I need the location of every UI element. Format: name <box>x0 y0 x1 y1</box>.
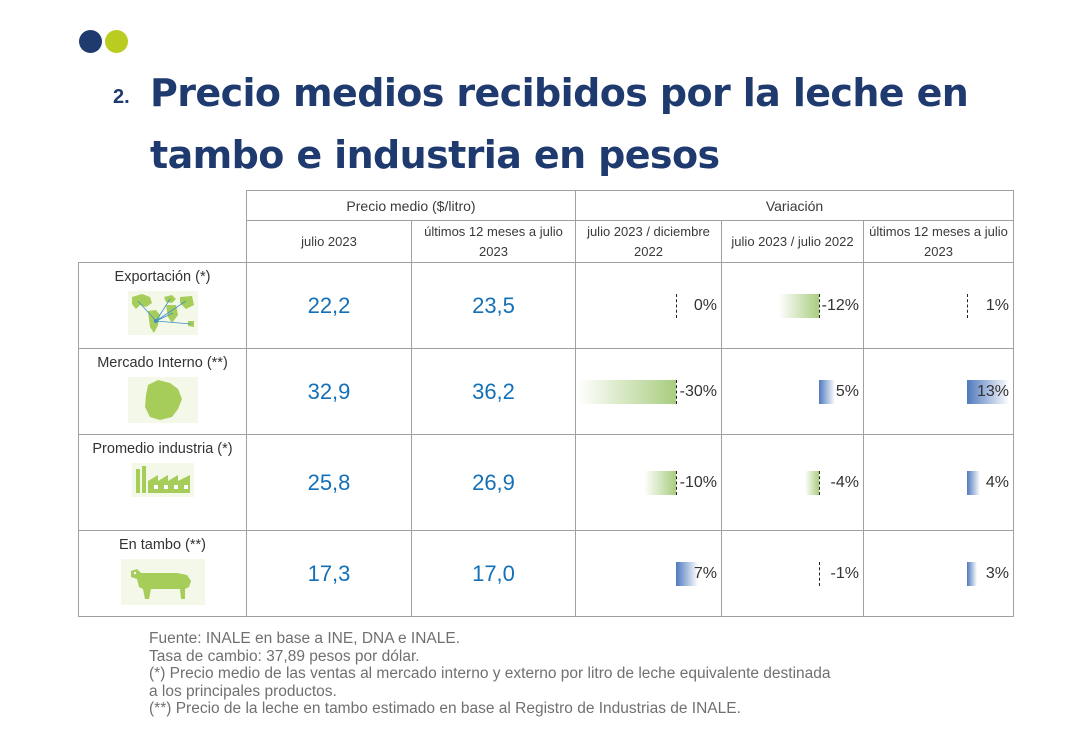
variation-bar-negative <box>779 293 819 318</box>
corner-cell <box>78 190 247 263</box>
price-july-cell: 32,9 <box>246 348 412 435</box>
page-title: Precio medios recibidos por la leche en … <box>150 71 969 177</box>
group-header-price: Precio medio ($/litro) <box>246 190 576 221</box>
variation-cell: -4% <box>721 434 864 531</box>
zero-axis <box>676 470 677 495</box>
zero-axis <box>676 293 677 318</box>
variation-value: 7% <box>693 564 717 582</box>
footnote-line: (**) Precio de la leche en tambo estimad… <box>149 700 741 717</box>
variation-value: -30% <box>679 382 717 400</box>
row-label-cell: Exportación (*) <box>78 262 247 349</box>
price-july-cell: 22,2 <box>246 262 412 349</box>
variation-value: 13% <box>976 382 1010 400</box>
column-header: últimos 12 meses a julio 2023 <box>411 220 576 263</box>
price-12m-cell: 17,0 <box>411 530 576 617</box>
zero-axis <box>819 470 820 495</box>
variation-cell: 1% <box>862 262 1015 349</box>
footnotes: Fuente: INALE en base a INE, DNA e INALE… <box>149 630 969 718</box>
variation-bar-positive <box>819 379 835 404</box>
column-header: julio 2023 / julio 2022 <box>721 220 864 263</box>
price-12m-cell: 36,2 <box>411 348 576 435</box>
row-label-cell: En tambo (**) <box>78 530 247 617</box>
variation-cell: 4% <box>862 434 1015 531</box>
variation-cell: -30% <box>575 348 722 435</box>
variation-value: 5% <box>835 382 859 400</box>
variation-cell: 7% <box>575 530 722 617</box>
column-header: julio 2023 / diciembre 2022 <box>575 220 722 263</box>
variation-cell: 0% <box>575 262 722 349</box>
footnote-line: Fuente: INALE en base a INE, DNA e INALE… <box>149 630 461 647</box>
variation-value: -4% <box>830 473 859 491</box>
variation-value: -10% <box>679 473 717 491</box>
variation-bar-positive <box>967 561 977 586</box>
column-header: últimos 12 meses a julio 2023 <box>862 220 1015 263</box>
variation-value: -12% <box>821 296 859 314</box>
lime-dot <box>105 30 128 53</box>
section-number: 2. <box>113 86 130 108</box>
variation-cell: 3% <box>862 530 1015 617</box>
price-12m-cell: 23,5 <box>411 262 576 349</box>
variation-value: 0% <box>693 296 717 314</box>
world-map-icon <box>127 291 198 335</box>
factory-icon <box>131 463 194 497</box>
variation-cell: -12% <box>721 262 864 349</box>
row-label-cell: Promedio industria (*) <box>78 434 247 531</box>
variation-cell: -10% <box>575 434 722 531</box>
navy-dot <box>79 30 102 53</box>
variation-value: 1% <box>985 296 1010 314</box>
variation-cell: 13% <box>862 348 1015 435</box>
footnote-line: a los principales productos. <box>149 682 337 700</box>
zero-axis <box>967 293 968 318</box>
footnote-line: Tasa de cambio: 37,89 pesos por dólar. <box>149 647 420 665</box>
footnote-line: (*) Precio medio de las ventas al mercad… <box>149 665 831 682</box>
variation-value: 4% <box>985 473 1010 491</box>
variation-bar-negative <box>578 379 676 404</box>
price-12m-cell: 26,9 <box>411 434 576 531</box>
variation-cell: -1% <box>721 530 864 617</box>
variation-bar-negative <box>644 470 676 495</box>
variation-bar-positive <box>967 379 1009 404</box>
variation-value: 3% <box>985 564 1010 582</box>
table-row: En tambo (**) 17,3 17,0 7% -1% 3% <box>78 530 1015 617</box>
table-row: Promedio industria (*) 25,8 26,9 -10% <box>78 434 1015 531</box>
decorative-dots <box>79 30 128 53</box>
zero-axis <box>819 293 820 318</box>
variation-bar-negative <box>805 470 819 495</box>
price-july-cell: 25,8 <box>246 434 412 531</box>
zero-axis <box>819 561 820 586</box>
variation-bar-positive <box>676 561 698 586</box>
row-label: Exportación (*) <box>114 269 211 285</box>
variation-cell: 5% <box>721 348 864 435</box>
variation-bar-positive <box>967 470 980 495</box>
cow-icon <box>120 559 205 605</box>
price-july-cell: 17,3 <box>246 530 412 617</box>
column-header: julio 2023 <box>246 220 412 263</box>
uruguay-map-icon <box>127 377 198 423</box>
row-label: En tambo (**) <box>118 537 207 553</box>
row-label: Promedio industria (*) <box>92 441 233 457</box>
row-label-cell: Mercado Interno (**) <box>78 348 247 435</box>
group-header-variation: Variación <box>574 190 1015 221</box>
price-table: Precio medio ($/litro) Variación julio 2… <box>78 190 1015 617</box>
table-row: Mercado Interno (**) 32,9 36,2 -30% 5% 1… <box>78 348 1015 435</box>
row-label: Mercado Interno (**) <box>97 355 228 371</box>
zero-axis <box>676 379 677 404</box>
table-row: Exportación (*) <box>78 262 1015 349</box>
variation-value: -1% <box>830 564 859 582</box>
